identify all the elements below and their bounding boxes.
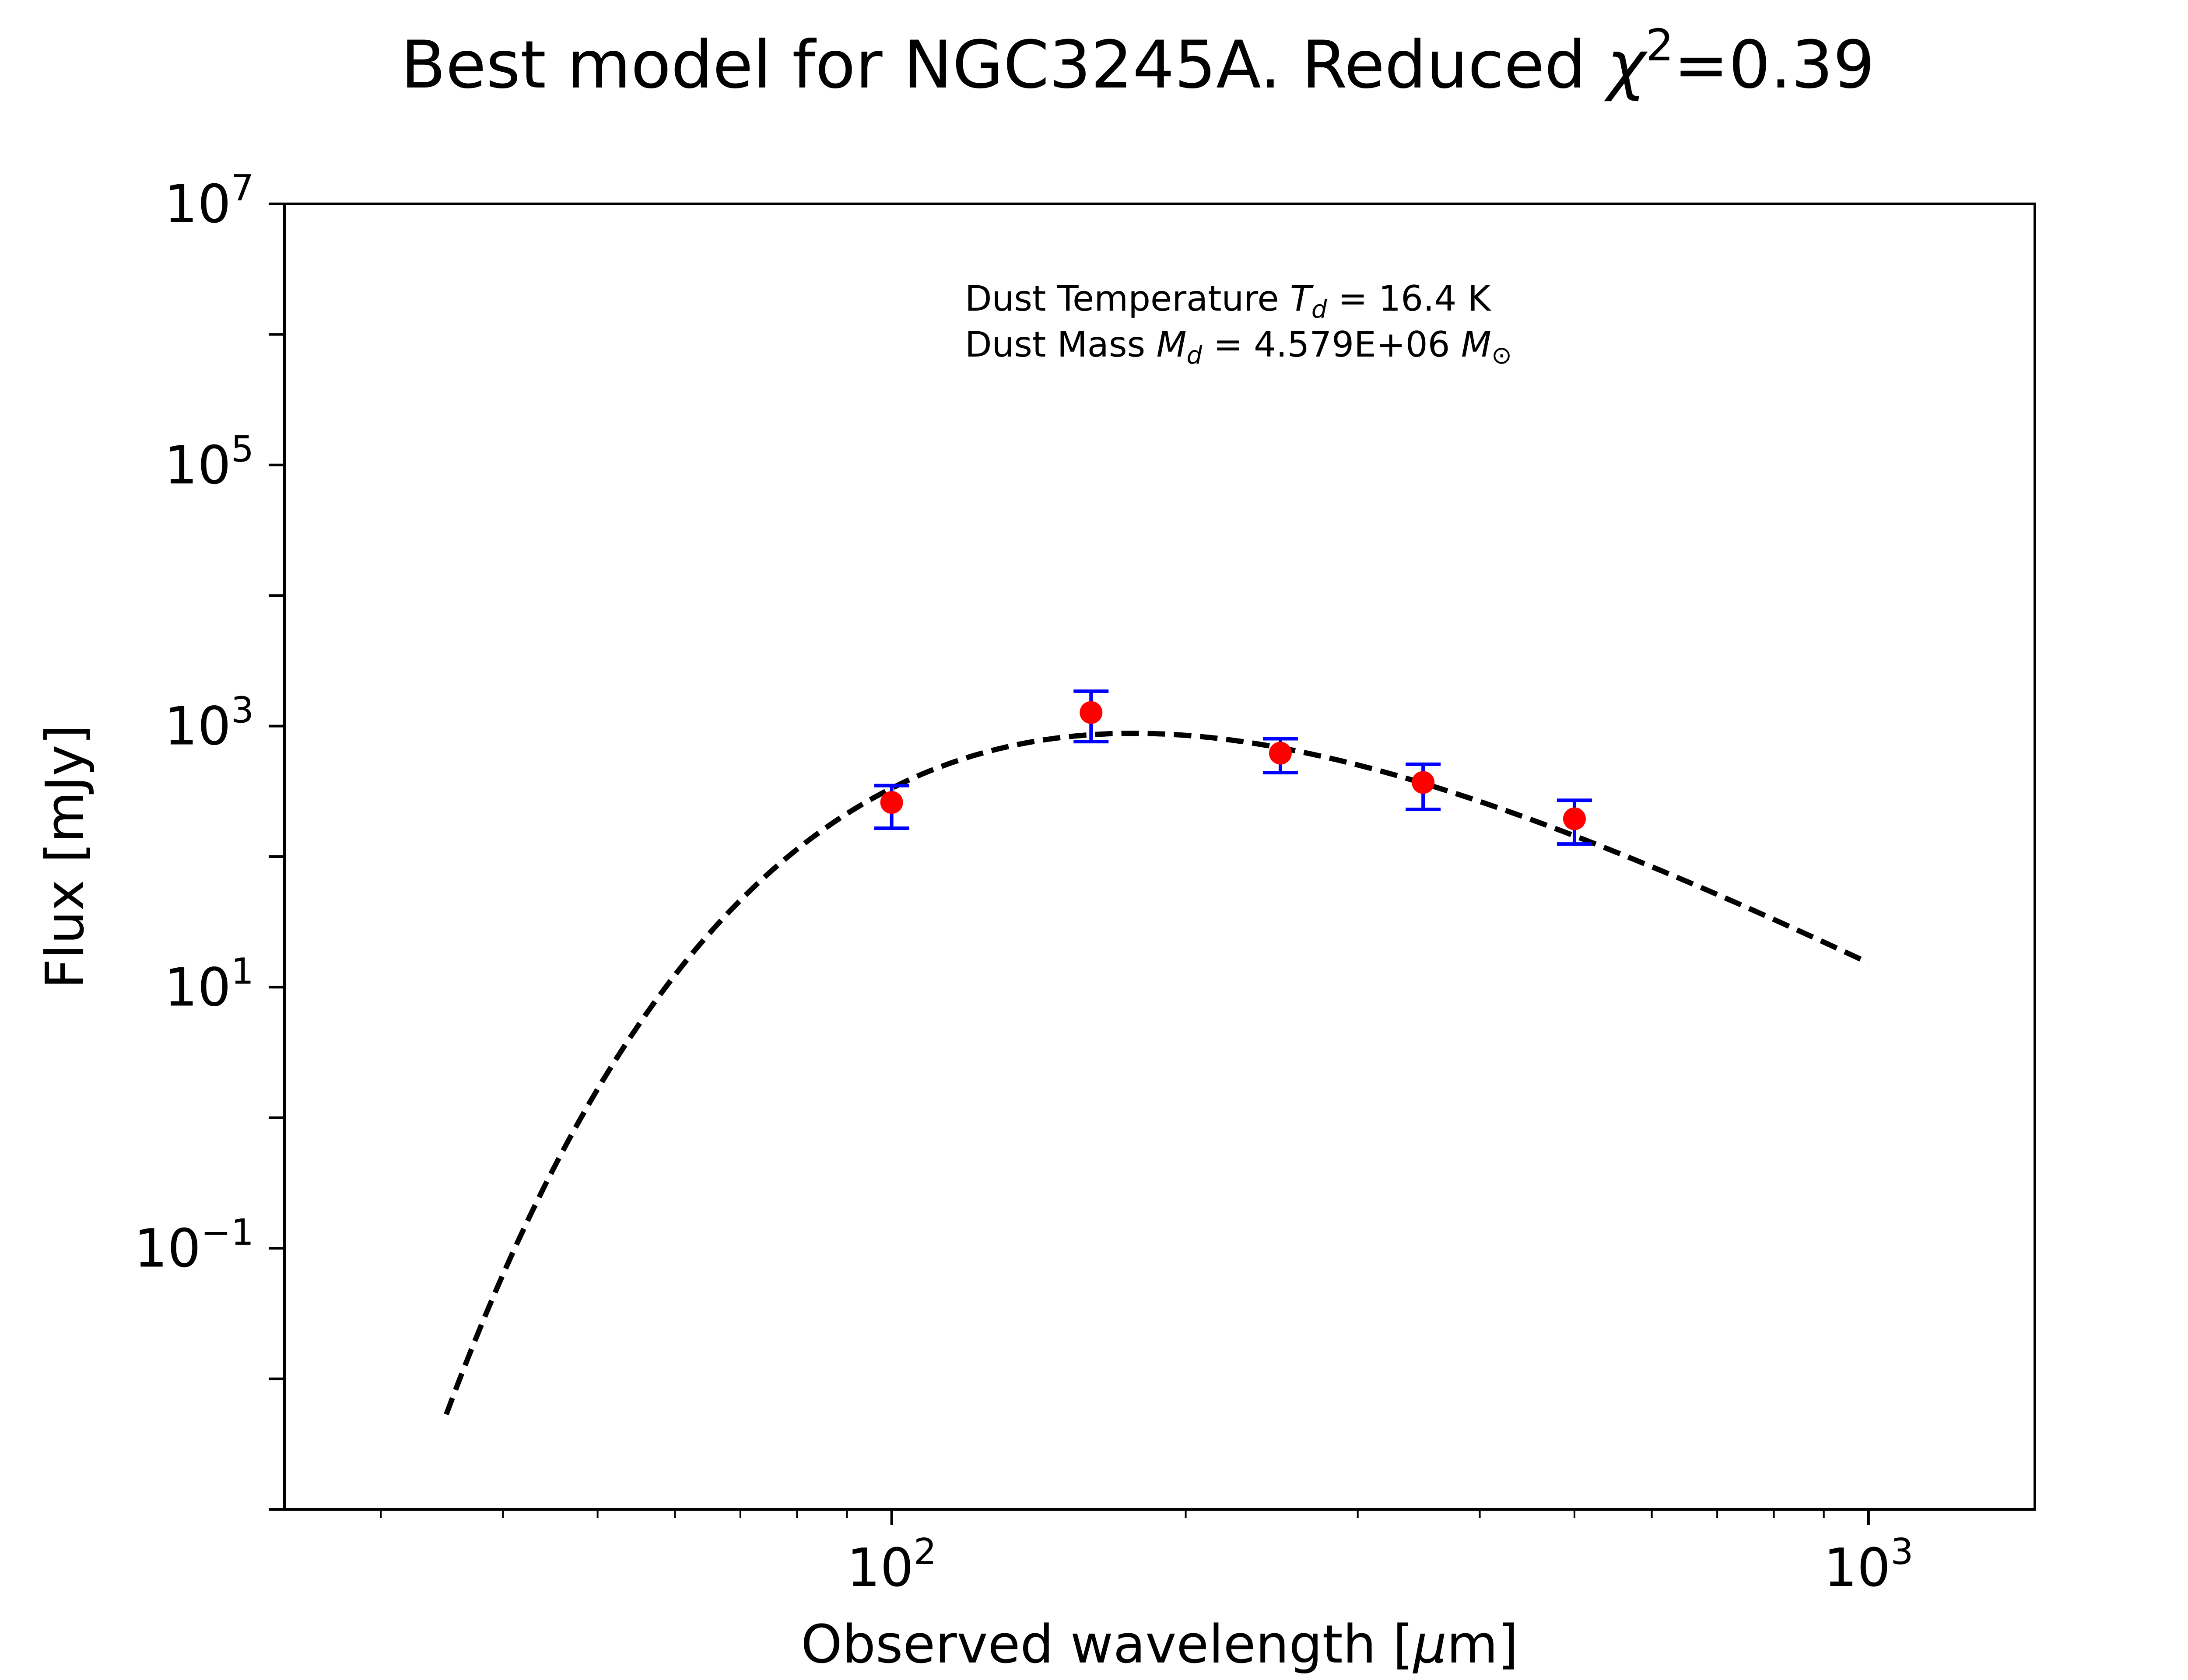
model-curve-layer [444,731,1870,1416]
data-point-group [1262,737,1298,774]
annotation-temperature: Dust Temperature Td = 16.4 K [965,278,1492,324]
data-point [1563,807,1586,830]
model-curve [444,731,1870,1416]
data-point [1412,771,1435,794]
y-tick-label: 105 [164,429,254,496]
data-points-layer [874,689,1592,846]
y-tick-label: 107 [164,168,254,235]
data-point-group [874,784,909,830]
y-tick-label: 101 [164,951,254,1018]
data-point-group [1073,689,1109,744]
x-axis-label: Observed wavelength [μm] [801,1614,1518,1675]
y-axis-label: Flux [mJy] [35,724,96,989]
chart-title-exponent: 2 [1646,20,1674,71]
data-point-group [1406,762,1441,812]
annotation-mass: Dust Mass Md = 4.579E+06 M⊙ [965,324,1512,370]
chart-title: Best model for NGC3245A. Reduced χ2=0.39 [401,20,1875,103]
data-point-group [1557,798,1592,846]
data-point [880,791,903,814]
data-point [1269,742,1292,765]
x-tick-label: 103 [1823,1531,1913,1599]
axis-ticks: 102 103 107 105 103 101 10−1 [134,168,1913,1599]
chart-title-suffix: =0.39 [1674,27,1875,103]
x-tick-label: 102 [847,1531,936,1599]
y-tick-label: 103 [164,690,254,757]
chart-title-chi: χ [1604,27,1648,103]
data-point [1080,701,1103,724]
y-tick-label: 10−1 [134,1212,254,1279]
plot-area-frame [283,203,2036,1511]
